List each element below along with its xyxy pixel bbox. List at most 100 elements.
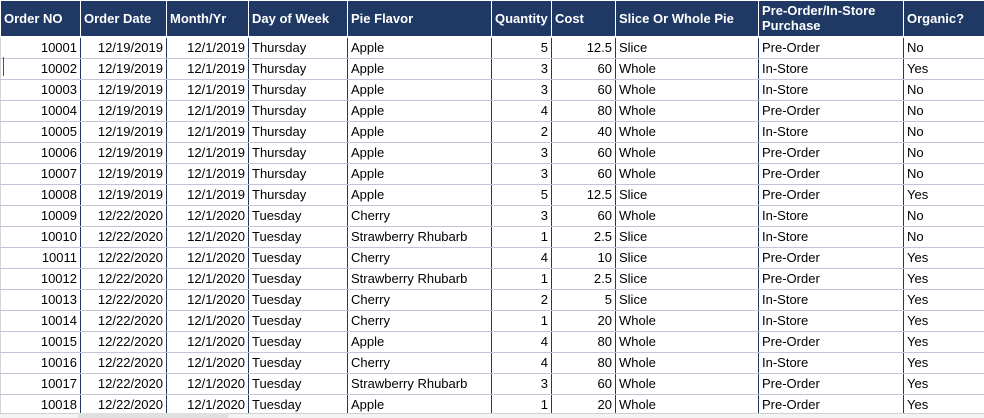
month-yr-cell[interactable]: 12/1/2019: [166, 163, 249, 185]
purchase-type-cell[interactable]: Pre-Order: [758, 331, 904, 353]
slice-or-whole-cell[interactable]: Whole: [615, 331, 759, 353]
day-of-week-cell[interactable]: Thursday: [248, 36, 348, 59]
pie-flavor-cell[interactable]: Apple: [347, 394, 492, 416]
organic-cell[interactable]: No: [903, 100, 984, 122]
header-cost[interactable]: Cost: [551, 0, 616, 38]
pie-flavor-cell[interactable]: Cherry: [347, 352, 492, 374]
purchase-type-cell[interactable]: In-Store: [758, 121, 904, 143]
cost-cell[interactable]: 60: [551, 373, 616, 395]
slice-or-whole-cell[interactable]: Slice: [615, 289, 759, 311]
order-date-cell[interactable]: 12/22/2020: [80, 268, 167, 290]
order-no-cell[interactable]: 10011: [0, 247, 81, 269]
quantity-cell[interactable]: 4: [491, 247, 552, 269]
day-of-week-cell[interactable]: Thursday: [248, 79, 348, 101]
purchase-type-cell[interactable]: In-Store: [758, 226, 904, 248]
purchase-type-cell[interactable]: In-Store: [758, 79, 904, 101]
order-no-cell[interactable]: 10004: [0, 100, 81, 122]
pie-flavor-cell[interactable]: Apple: [347, 142, 492, 164]
order-date-cell[interactable]: 12/22/2020: [80, 331, 167, 353]
day-of-week-cell[interactable]: Tuesday: [248, 310, 348, 332]
day-of-week-cell[interactable]: Tuesday: [248, 205, 348, 227]
purchase-type-cell[interactable]: In-Store: [758, 352, 904, 374]
organic-cell[interactable]: No: [903, 79, 984, 101]
day-of-week-cell[interactable]: Thursday: [248, 100, 348, 122]
order-no-cell[interactable]: 10009: [0, 205, 81, 227]
organic-cell[interactable]: Yes: [903, 331, 984, 353]
header-order-date[interactable]: Order Date: [80, 0, 167, 38]
purchase-type-cell[interactable]: Pre-Order: [758, 100, 904, 122]
slice-or-whole-cell[interactable]: Whole: [615, 79, 759, 101]
day-of-week-cell[interactable]: Thursday: [248, 58, 348, 80]
organic-cell[interactable]: No: [903, 226, 984, 248]
cost-cell[interactable]: 10: [551, 247, 616, 269]
slice-or-whole-cell[interactable]: Whole: [615, 58, 759, 80]
pie-flavor-cell[interactable]: Strawberry Rhubarb: [347, 373, 492, 395]
quantity-cell[interactable]: 3: [491, 163, 552, 185]
order-no-cell[interactable]: 10007: [0, 163, 81, 185]
cost-cell[interactable]: 60: [551, 163, 616, 185]
slice-or-whole-cell[interactable]: Whole: [615, 352, 759, 374]
pie-flavor-cell[interactable]: Apple: [347, 58, 492, 80]
quantity-cell[interactable]: 3: [491, 205, 552, 227]
header-pie-flavor[interactable]: Pie Flavor: [347, 0, 492, 38]
organic-cell[interactable]: No: [903, 142, 984, 164]
cost-cell[interactable]: 20: [551, 310, 616, 332]
organic-cell[interactable]: Yes: [903, 394, 984, 416]
order-no-cell[interactable]: 10002: [0, 58, 81, 80]
day-of-week-cell[interactable]: Thursday: [248, 121, 348, 143]
cost-cell[interactable]: 20: [551, 394, 616, 416]
header-day-of-week[interactable]: Day of Week: [248, 0, 348, 38]
cost-cell[interactable]: 12.5: [551, 184, 616, 206]
cost-cell[interactable]: 5: [551, 289, 616, 311]
order-date-cell[interactable]: 12/19/2019: [80, 142, 167, 164]
organic-cell[interactable]: No: [903, 36, 984, 59]
month-yr-cell[interactable]: 12/1/2019: [166, 142, 249, 164]
cost-cell[interactable]: 12.5: [551, 36, 616, 59]
order-no-cell[interactable]: 10013: [0, 289, 81, 311]
order-no-cell[interactable]: 10001: [0, 36, 81, 59]
order-date-cell[interactable]: 12/19/2019: [80, 58, 167, 80]
header-organic[interactable]: Organic?: [903, 0, 984, 38]
month-yr-cell[interactable]: 12/1/2019: [166, 79, 249, 101]
organic-cell[interactable]: No: [903, 163, 984, 185]
quantity-cell[interactable]: 1: [491, 268, 552, 290]
day-of-week-cell[interactable]: Thursday: [248, 163, 348, 185]
organic-cell[interactable]: No: [903, 121, 984, 143]
order-no-cell[interactable]: 10014: [0, 310, 81, 332]
quantity-cell[interactable]: 5: [491, 184, 552, 206]
purchase-type-cell[interactable]: In-Store: [758, 310, 904, 332]
day-of-week-cell[interactable]: Tuesday: [248, 394, 348, 416]
header-month-yr[interactable]: Month/Yr: [166, 0, 249, 38]
month-yr-cell[interactable]: 12/1/2019: [166, 58, 249, 80]
order-date-cell[interactable]: 12/22/2020: [80, 310, 167, 332]
pie-flavor-cell[interactable]: Apple: [347, 79, 492, 101]
purchase-type-cell[interactable]: Pre-Order: [758, 36, 904, 59]
quantity-cell[interactable]: 3: [491, 79, 552, 101]
month-yr-cell[interactable]: 12/1/2020: [166, 310, 249, 332]
quantity-cell[interactable]: 1: [491, 310, 552, 332]
purchase-type-cell[interactable]: Pre-Order: [758, 163, 904, 185]
slice-or-whole-cell[interactable]: Slice: [615, 247, 759, 269]
header-purchase-type[interactable]: Pre-Order/In-Store Purchase: [758, 0, 904, 38]
quantity-cell[interactable]: 4: [491, 352, 552, 374]
order-no-cell[interactable]: 10010: [0, 226, 81, 248]
month-yr-cell[interactable]: 12/1/2020: [166, 289, 249, 311]
day-of-week-cell[interactable]: Tuesday: [248, 352, 348, 374]
order-date-cell[interactable]: 12/22/2020: [80, 226, 167, 248]
quantity-cell[interactable]: 4: [491, 100, 552, 122]
purchase-type-cell[interactable]: Pre-Order: [758, 394, 904, 416]
order-date-cell[interactable]: 12/19/2019: [80, 184, 167, 206]
header-order-no[interactable]: Order NO: [0, 0, 81, 38]
month-yr-cell[interactable]: 12/1/2020: [166, 373, 249, 395]
cost-cell[interactable]: 60: [551, 58, 616, 80]
quantity-cell[interactable]: 1: [491, 394, 552, 416]
organic-cell[interactable]: No: [903, 205, 984, 227]
order-date-cell[interactable]: 12/22/2020: [80, 352, 167, 374]
order-date-cell[interactable]: 12/22/2020: [80, 394, 167, 416]
order-no-cell[interactable]: 10016: [0, 352, 81, 374]
order-no-cell[interactable]: 10003: [0, 79, 81, 101]
order-no-cell[interactable]: 10005: [0, 121, 81, 143]
slice-or-whole-cell[interactable]: Slice: [615, 268, 759, 290]
horizontal-scrollbar[interactable]: [78, 413, 228, 418]
order-date-cell[interactable]: 12/22/2020: [80, 205, 167, 227]
